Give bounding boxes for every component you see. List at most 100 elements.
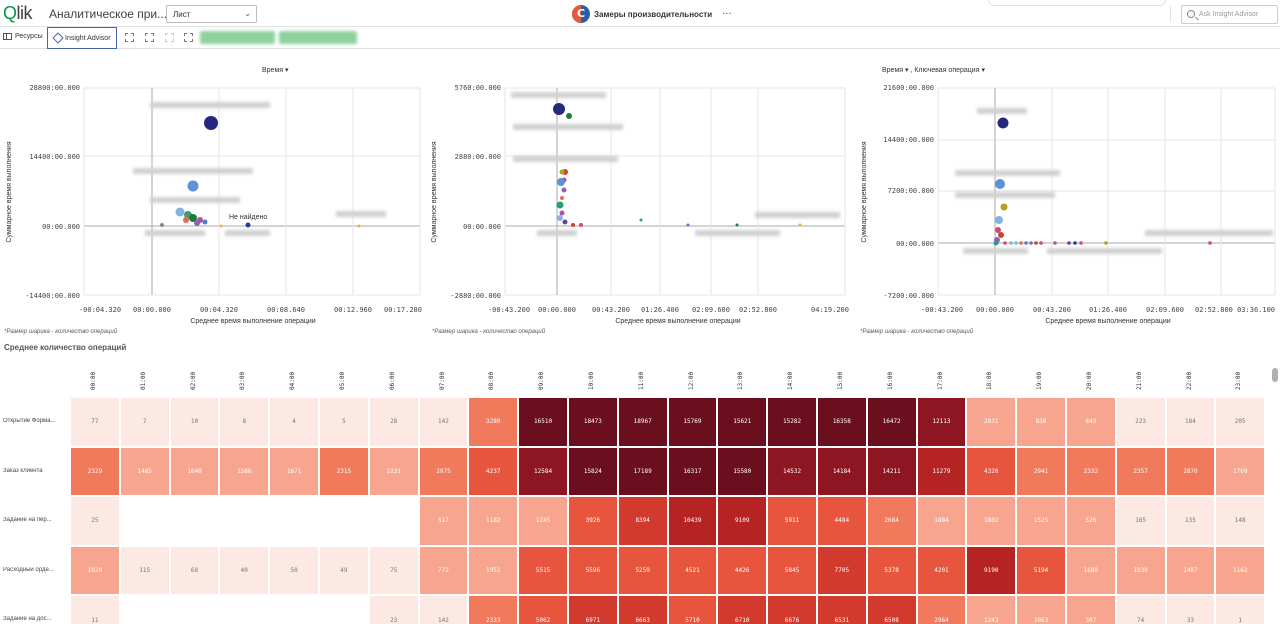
- heatmap-cell[interactable]: 772: [418, 545, 469, 596]
- heatmap-cell[interactable]: 5845: [767, 545, 817, 596]
- heatmap-cell[interactable]: 165: [1115, 496, 1166, 546]
- heatmap-cell[interactable]: 115: [119, 545, 170, 596]
- heatmap-cell[interactable]: 5596: [567, 545, 618, 596]
- ask-insight-advisor-input[interactable]: Ask Insight Advisor: [1181, 5, 1278, 24]
- heatmap-cell[interactable]: 12113: [916, 397, 967, 447]
- heatmap-cell[interactable]: 3280: [468, 397, 519, 447]
- heatmap-cell[interactable]: 4484: [816, 496, 867, 546]
- heatmap-cell[interactable]: [269, 496, 319, 546]
- heatmap-cell[interactable]: 838: [1016, 397, 1066, 447]
- step-back-icon[interactable]: [145, 33, 154, 42]
- heatmap-cell[interactable]: 2031: [966, 397, 1017, 447]
- resources-button[interactable]: Ресурсы: [3, 33, 43, 40]
- heatmap-cell[interactable]: 11279: [916, 446, 967, 497]
- heatmap-cell[interactable]: 843: [1065, 397, 1116, 447]
- heatmap-cell[interactable]: 14184: [816, 446, 867, 497]
- heatmap-cell[interactable]: 2315: [318, 446, 369, 497]
- heatmap-cell[interactable]: 135: [1165, 496, 1216, 546]
- heatmap-cell[interactable]: 1586: [219, 446, 270, 497]
- heatmap-cell[interactable]: 15769: [667, 397, 718, 447]
- heatmap-cell[interactable]: [318, 496, 369, 546]
- heatmap-cell[interactable]: 74: [1115, 595, 1166, 624]
- heatmap-cell[interactable]: 18967: [617, 397, 668, 447]
- heatmap-cell[interactable]: 75: [368, 545, 419, 596]
- heatmap-cell[interactable]: 1243: [966, 595, 1017, 624]
- selection-chip[interactable]: [279, 31, 357, 44]
- selection-chip[interactable]: [200, 31, 275, 44]
- heatmap-cell[interactable]: 1680: [1065, 545, 1116, 596]
- heatmap-cell[interactable]: 2332: [1065, 446, 1116, 497]
- heatmap-cell[interactable]: 1485: [119, 446, 170, 497]
- heatmap-cell[interactable]: 16510: [518, 397, 568, 447]
- chart3-dimension[interactable]: Время ▾ , Ключевая операция ▾: [882, 67, 985, 74]
- heatmap-cell[interactable]: 2870: [1165, 446, 1216, 497]
- heatmap-cell[interactable]: 1487: [1165, 545, 1216, 596]
- heatmap-cell[interactable]: [318, 595, 369, 624]
- heatmap-cell[interactable]: 1063: [1016, 595, 1066, 624]
- heatmap-cell[interactable]: [119, 595, 170, 624]
- heatmap-cell[interactable]: 12584: [518, 446, 568, 497]
- heatmap-cell[interactable]: 6663: [617, 595, 668, 624]
- heatmap-cell[interactable]: 2231: [368, 446, 419, 497]
- heatmap-cell[interactable]: 1951: [468, 545, 519, 596]
- heatmap-cell[interactable]: 142: [418, 595, 469, 624]
- heatmap-cell[interactable]: 1769: [1215, 446, 1266, 497]
- heatmap-cell[interactable]: 9109: [717, 496, 768, 546]
- heatmap-cell[interactable]: [368, 496, 419, 546]
- heatmap-cell[interactable]: 6710: [717, 595, 768, 624]
- heatmap-grid[interactable]: 77 7 10 8 4 5 28 142 3280 16510 18473 18967 15769 156…: [70, 397, 1266, 624]
- heatmap-cell[interactable]: [269, 595, 319, 624]
- heatmap-cell[interactable]: [119, 496, 170, 546]
- heatmap-cell[interactable]: 2684: [866, 496, 917, 546]
- heatmap-cell[interactable]: 50: [269, 545, 319, 596]
- heatmap-cell[interactable]: 8: [219, 397, 270, 447]
- heatmap-cell[interactable]: [219, 496, 270, 546]
- heatmap-cell[interactable]: 15824: [567, 446, 618, 497]
- heatmap-cell[interactable]: 6971: [567, 595, 618, 624]
- heatmap-cell[interactable]: 15621: [717, 397, 768, 447]
- heatmap-cell[interactable]: 2964: [916, 595, 967, 624]
- heatmap-cell[interactable]: 6508: [866, 595, 917, 624]
- heatmap-cell[interactable]: 1802: [966, 496, 1017, 546]
- heatmap-cell[interactable]: 5: [318, 397, 369, 447]
- heatmap-cell[interactable]: 184: [1165, 397, 1216, 447]
- heatmap-cell[interactable]: 1182: [468, 496, 519, 546]
- selection-lasso-icon[interactable]: [125, 33, 134, 42]
- heatmap-cell[interactable]: 1525: [1016, 496, 1066, 546]
- chart1-dimension[interactable]: Время ▾: [262, 67, 289, 74]
- more-icon[interactable]: ···: [722, 8, 732, 20]
- heatmap-cell[interactable]: 1671: [269, 446, 319, 497]
- heatmap-cell[interactable]: 11: [70, 595, 120, 624]
- qlik-logo[interactable]: Qlik: [3, 3, 33, 23]
- heatmap-cell[interactable]: 2357: [1115, 446, 1166, 497]
- heatmap-cell[interactable]: 142: [418, 397, 469, 447]
- heatmap-cell[interactable]: 5515: [518, 545, 568, 596]
- heatmap-cell[interactable]: 15282: [767, 397, 817, 447]
- heatmap-cell[interactable]: [169, 496, 220, 546]
- scrollbar-thumb[interactable]: [1272, 368, 1278, 382]
- scatter-chart-3[interactable]: 21600:00.000 14400:00.000 7200:00.000 00…: [855, 80, 1280, 342]
- step-forward-icon[interactable]: [165, 33, 174, 42]
- heatmap-cell[interactable]: 2975: [418, 446, 469, 497]
- sheet-select[interactable]: Лист ⌄: [166, 5, 257, 23]
- heatmap-cell[interactable]: 1830: [1115, 545, 1166, 596]
- heatmap-cell[interactable]: 517: [418, 496, 469, 546]
- heatmap-cell[interactable]: 9190: [966, 545, 1017, 596]
- heatmap-cell[interactable]: 1640: [169, 446, 220, 497]
- heatmap-cell[interactable]: 5911: [767, 496, 817, 546]
- heatmap-cell[interactable]: 16358: [816, 397, 867, 447]
- heatmap[interactable]: 00:00 01:00 02:00 03:00 04:00 05:00 06:00 07:00…: [0, 360, 1270, 624]
- heatmap-cell[interactable]: 526: [1065, 496, 1116, 546]
- heatmap-cell[interactable]: 23: [368, 595, 419, 624]
- heatmap-cell[interactable]: 4201: [916, 545, 967, 596]
- heatmap-cell[interactable]: 16317: [667, 446, 718, 497]
- heatmap-cell[interactable]: 7705: [816, 545, 867, 596]
- heatmap-cell[interactable]: 6531: [816, 595, 867, 624]
- heatmap-cell[interactable]: 15580: [717, 446, 768, 497]
- heatmap-cell[interactable]: 205: [1215, 397, 1266, 447]
- heatmap-cell[interactable]: 1245: [518, 496, 568, 546]
- heatmap-cell[interactable]: 17189: [617, 446, 668, 497]
- scatter-chart-2[interactable]: 5760:00.000 2880:00.000 00:00.000 -2880:…: [425, 80, 855, 342]
- heatmap-cell[interactable]: 25: [70, 496, 120, 546]
- heatmap-cell[interactable]: 18473: [567, 397, 618, 447]
